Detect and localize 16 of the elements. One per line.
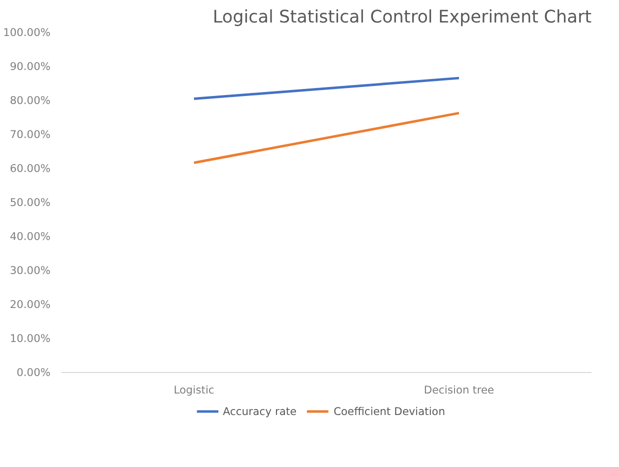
y-tick-label: 90.00%	[10, 60, 51, 73]
x-tick-label: Logistic	[174, 384, 214, 396]
y-tick-label: 80.00%	[10, 94, 51, 107]
y-tick-label: 20.00%	[10, 298, 51, 311]
y-tick-label: 60.00%	[10, 162, 51, 175]
y-tick-label: 70.00%	[10, 128, 51, 141]
x-tick-label: Decision tree	[424, 384, 494, 396]
y-tick-label: 10.00%	[10, 332, 51, 345]
y-tick-label: 40.00%	[10, 230, 51, 243]
y-tick-label: 30.00%	[10, 264, 51, 277]
y-tick-label: 100.00%	[3, 26, 51, 39]
legend-label: Accuracy rate	[222, 404, 297, 418]
chart-title: Logical Statistical Control Experiment Chart	[212, 8, 592, 28]
y-tick-label: 0.00%	[16, 366, 51, 379]
legend-label: Coefficient Deviation	[334, 404, 446, 418]
y-tick-label: 50.00%	[10, 196, 51, 209]
